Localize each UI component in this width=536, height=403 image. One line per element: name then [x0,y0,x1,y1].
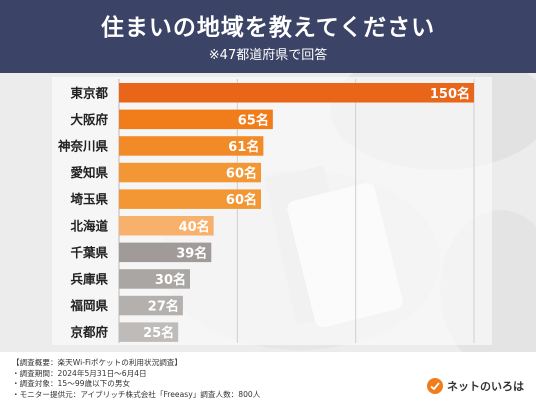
value-label: 30名 [155,272,186,288]
value-label: 150名 [430,86,470,102]
value-label: 60名 [226,192,257,208]
bar [119,295,183,316]
category-label: 千葉県 [70,245,108,260]
survey-note-line: 【調査概要：楽天Wi-Fiポケットの利用状況調査】 [12,358,182,367]
survey-note-line: ・調査対象：15～99歳以下の男女 [12,379,131,389]
bar [119,136,264,156]
value-label: 27名 [148,299,179,315]
brand-logo: ネットのいろは [427,376,524,396]
bar [119,109,273,130]
value-label: 60名 [226,166,257,182]
chart-subtitle: ※47都道府県で回答 [208,48,328,63]
value-label: 61名 [228,139,259,155]
chart-header: 住まいの地域を教えてください ※47都道府県で回答 [0,0,536,73]
bar [119,242,212,263]
value-label: 25名 [143,325,174,341]
footer: 【調査概要：楽天Wi-Fiポケットの利用状況調査】 ・調査期間：2024年5月3… [0,352,536,403]
bar [119,162,261,183]
survey-note-line: ・調査期間：2024年5月31日～6月4日 [12,368,147,378]
bar [119,216,214,236]
brand-name: ネットのいろは [447,380,524,393]
category-label: 京都府 [70,325,108,340]
category-label: 愛知県 [70,165,108,180]
survey-notes: 【調査概要：楽天Wi-Fiポケットの利用状況調査】 ・調査期間：2024年5月3… [12,358,260,400]
bar [119,322,179,342]
category-label: 神奈川県 [58,138,109,153]
value-label: 40名 [179,219,210,235]
category-label: 北海道 [70,218,108,233]
chart-title: 住まいの地域を教えてください [100,15,436,41]
value-label: 65名 [238,112,269,128]
category-label: 大阪府 [70,112,108,127]
bar [119,189,261,209]
survey-note-line: ・モニター提供元：アイブリッチ株式会社「Freeasy」調査人数：800人 [12,389,261,399]
value-label: 39名 [176,245,207,261]
bar [119,83,474,103]
category-label: 東京都 [70,85,108,100]
category-label: 兵庫県 [70,271,108,286]
category-label: 埼玉県 [70,192,108,207]
bar [119,269,190,289]
category-label: 福岡県 [69,298,108,313]
bar-chart: 50100150東京都150名大阪府65名神奈川県61名愛知県60名埼玉県60名… [52,77,492,345]
brand-icon [427,378,443,394]
